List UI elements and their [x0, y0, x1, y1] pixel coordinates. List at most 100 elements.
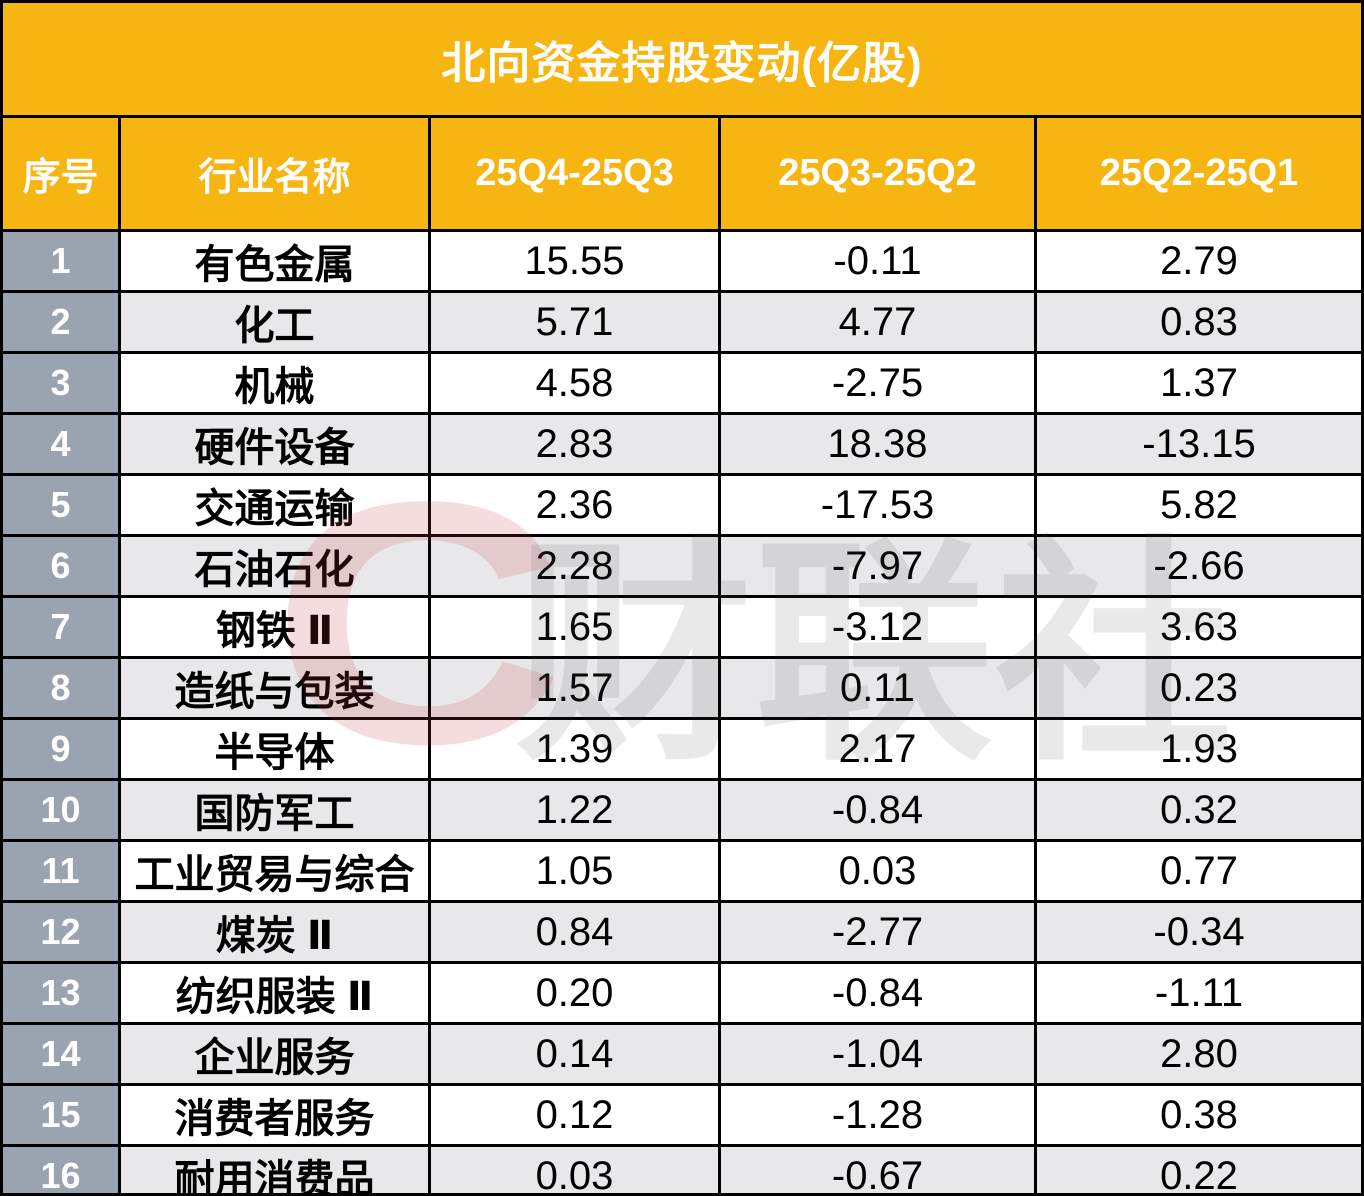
q2q1-value-cell: -2.66	[1037, 537, 1361, 595]
q3q2-value-cell: -1.04	[721, 1025, 1037, 1083]
row-index-cell: 15	[3, 1086, 121, 1144]
q3q2-value-cell: -2.75	[721, 354, 1037, 412]
q3q2-value-cell: 18.38	[721, 415, 1037, 473]
row-index-cell: 16	[3, 1147, 121, 1193]
table-row: 3 机械 4.58 -2.75 1.37	[3, 354, 1361, 415]
industry-name-cell: 交通运输	[121, 476, 431, 534]
industry-name-cell: 煤炭 Ⅱ	[121, 903, 431, 961]
q2q1-value-cell: -0.34	[1037, 903, 1361, 961]
table-row: 16 耐用消费品 0.03 -0.67 0.22	[3, 1147, 1361, 1193]
q4q3-value-cell: 1.05	[431, 842, 721, 900]
q2q1-value-cell: 0.32	[1037, 781, 1361, 839]
q2q1-value-cell: 0.23	[1037, 659, 1361, 717]
q2q1-value-cell: 0.77	[1037, 842, 1361, 900]
q2q1-value-cell: 5.82	[1037, 476, 1361, 534]
q3q2-value-cell: 0.03	[721, 842, 1037, 900]
industry-name-cell: 工业贸易与综合	[121, 842, 431, 900]
table-row: 9 半导体 1.39 2.17 1.93	[3, 720, 1361, 781]
table-title: 北向资金持股变动(亿股)	[441, 39, 923, 88]
table-row: 2 化工 5.71 4.77 0.83	[3, 293, 1361, 354]
q3q2-value-cell: -1.28	[721, 1086, 1037, 1144]
q4q3-value-cell: 2.36	[431, 476, 721, 534]
q4q3-value-cell: 0.84	[431, 903, 721, 961]
industry-name-cell: 企业服务	[121, 1025, 431, 1083]
table-row: 5 交通运输 2.36 -17.53 5.82	[3, 476, 1361, 537]
table-row: 8 造纸与包装 1.57 0.11 0.23	[3, 659, 1361, 720]
table-row: 11 工业贸易与综合 1.05 0.03 0.77	[3, 842, 1361, 903]
table-title-bar: 北向资金持股变动(亿股)	[3, 3, 1361, 118]
q4q3-value-cell: 1.22	[431, 781, 721, 839]
q3q2-value-cell: -17.53	[721, 476, 1037, 534]
table-body: 1 有色金属 15.55 -0.11 2.79 2 化工 5.71 4.77 0…	[3, 232, 1361, 1193]
row-index-cell: 6	[3, 537, 121, 595]
industry-name-cell: 钢铁 Ⅱ	[121, 598, 431, 656]
q2q1-value-cell: 2.79	[1037, 232, 1361, 290]
row-index-cell: 7	[3, 598, 121, 656]
table-row: 14 企业服务 0.14 -1.04 2.80	[3, 1025, 1361, 1086]
q2q1-value-cell: -13.15	[1037, 415, 1361, 473]
table-row: 7 钢铁 Ⅱ 1.65 -3.12 3.63	[3, 598, 1361, 659]
q2q1-value-cell: 0.83	[1037, 293, 1361, 351]
q4q3-value-cell: 2.28	[431, 537, 721, 595]
row-index-cell: 9	[3, 720, 121, 778]
row-index-cell: 1	[3, 232, 121, 290]
q4q3-value-cell: 1.57	[431, 659, 721, 717]
industry-name-cell: 纺织服装 Ⅱ	[121, 964, 431, 1022]
table-row: 6 石油石化 2.28 -7.97 -2.66	[3, 537, 1361, 598]
q3q2-value-cell: -0.84	[721, 964, 1037, 1022]
table-row: 1 有色金属 15.55 -0.11 2.79	[3, 232, 1361, 293]
table-row: 13 纺织服装 Ⅱ 0.20 -0.84 -1.11	[3, 964, 1361, 1025]
row-index-cell: 14	[3, 1025, 121, 1083]
industry-name-cell: 国防军工	[121, 781, 431, 839]
q4q3-value-cell: 1.39	[431, 720, 721, 778]
industry-name-cell: 半导体	[121, 720, 431, 778]
q4q3-value-cell: 4.58	[431, 354, 721, 412]
header-index: 序号	[3, 118, 121, 229]
q3q2-value-cell: 2.17	[721, 720, 1037, 778]
q3q2-value-cell: -0.67	[721, 1147, 1037, 1193]
industry-name-cell: 石油石化	[121, 537, 431, 595]
industry-name-cell: 化工	[121, 293, 431, 351]
q4q3-value-cell: 0.12	[431, 1086, 721, 1144]
table-row: 4 硬件设备 2.83 18.38 -13.15	[3, 415, 1361, 476]
q4q3-value-cell: 0.03	[431, 1147, 721, 1193]
table-row: 15 消费者服务 0.12 -1.28 0.38	[3, 1086, 1361, 1147]
table-row: 10 国防军工 1.22 -0.84 0.32	[3, 781, 1361, 842]
q2q1-value-cell: 1.37	[1037, 354, 1361, 412]
row-index-cell: 2	[3, 293, 121, 351]
q3q2-value-cell: 4.77	[721, 293, 1037, 351]
header-q3q2: 25Q3-25Q2	[721, 118, 1037, 229]
q4q3-value-cell: 5.71	[431, 293, 721, 351]
q3q2-value-cell: 0.11	[721, 659, 1037, 717]
q2q1-value-cell: -1.11	[1037, 964, 1361, 1022]
q2q1-value-cell: 0.22	[1037, 1147, 1361, 1193]
row-index-cell: 10	[3, 781, 121, 839]
table-row: 12 煤炭 Ⅱ 0.84 -2.77 -0.34	[3, 903, 1361, 964]
row-index-cell: 11	[3, 842, 121, 900]
table-header-row: 序号 行业名称 25Q4-25Q3 25Q3-25Q2 25Q2-25Q1	[3, 118, 1361, 232]
header-q4q3: 25Q4-25Q3	[431, 118, 721, 229]
row-index-cell: 5	[3, 476, 121, 534]
q2q1-value-cell: 3.63	[1037, 598, 1361, 656]
row-index-cell: 4	[3, 415, 121, 473]
q3q2-value-cell: -7.97	[721, 537, 1037, 595]
q2q1-value-cell: 1.93	[1037, 720, 1361, 778]
q2q1-value-cell: 2.80	[1037, 1025, 1361, 1083]
q3q2-value-cell: -2.77	[721, 903, 1037, 961]
industry-name-cell: 机械	[121, 354, 431, 412]
row-index-cell: 3	[3, 354, 121, 412]
header-industry: 行业名称	[121, 118, 431, 229]
row-index-cell: 13	[3, 964, 121, 1022]
q3q2-value-cell: -0.11	[721, 232, 1037, 290]
industry-name-cell: 消费者服务	[121, 1086, 431, 1144]
q4q3-value-cell: 2.83	[431, 415, 721, 473]
industry-name-cell: 造纸与包装	[121, 659, 431, 717]
q3q2-value-cell: -3.12	[721, 598, 1037, 656]
row-index-cell: 12	[3, 903, 121, 961]
q4q3-value-cell: 1.65	[431, 598, 721, 656]
q4q3-value-cell: 0.14	[431, 1025, 721, 1083]
q2q1-value-cell: 0.38	[1037, 1086, 1361, 1144]
row-index-cell: 8	[3, 659, 121, 717]
industry-name-cell: 耐用消费品	[121, 1147, 431, 1193]
